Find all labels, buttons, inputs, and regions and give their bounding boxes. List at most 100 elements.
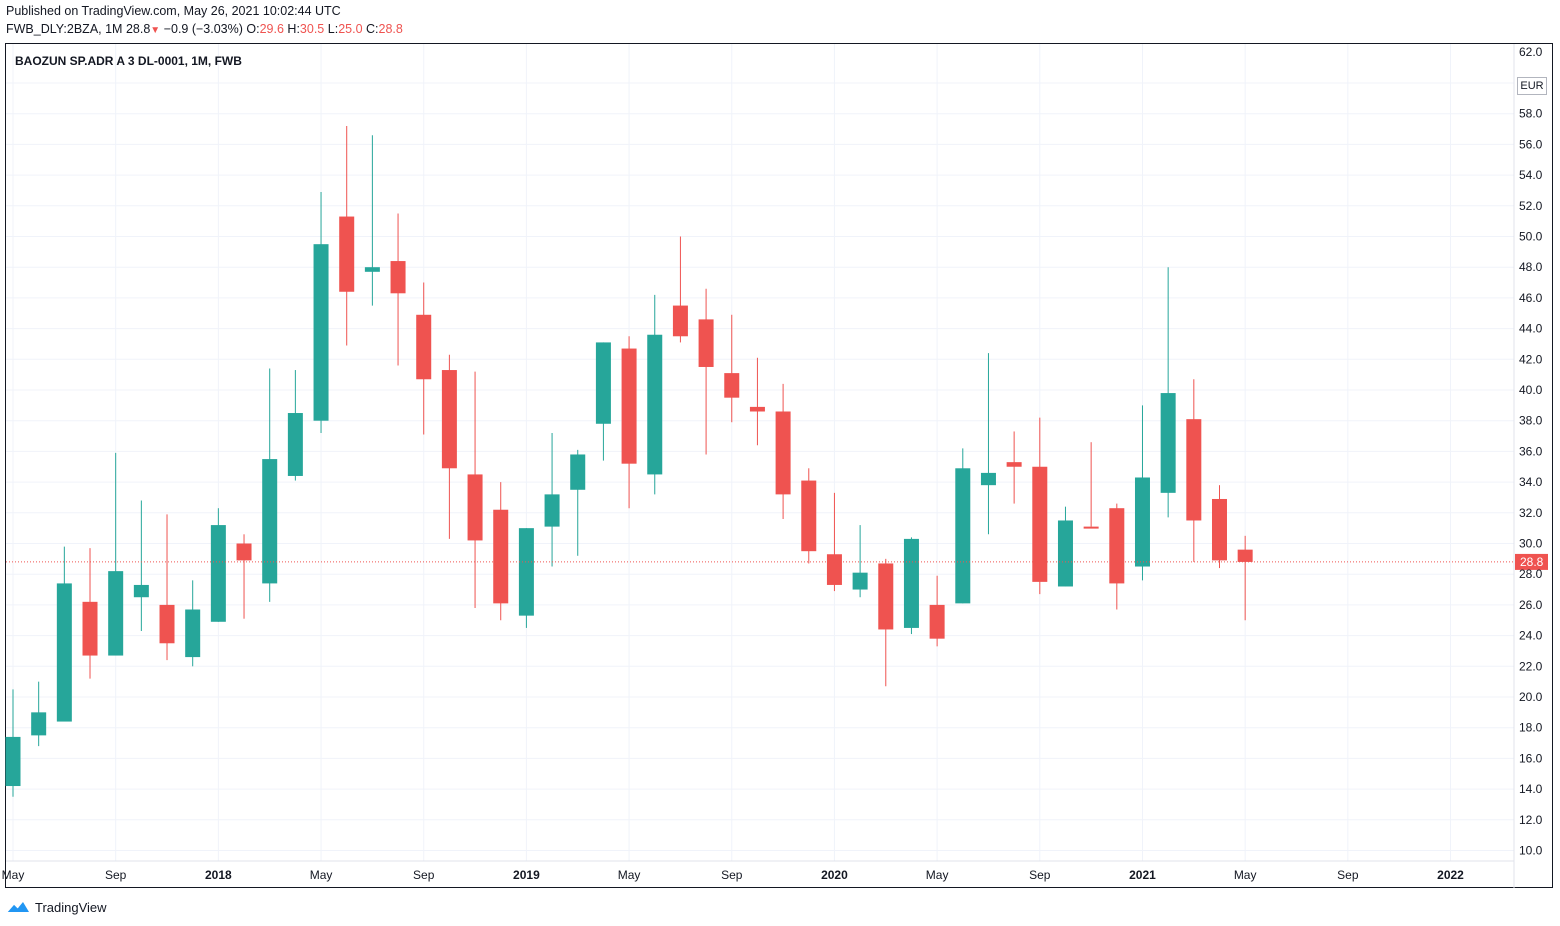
x-tick-label: 2019 [513, 868, 540, 882]
y-tick-label: 44.0 [1519, 322, 1543, 336]
symbol-interval: FWB_DLY:2BZA, 1M [6, 22, 123, 36]
x-tick-label: Sep [105, 868, 127, 882]
candles [5, 125, 1253, 797]
candle [1160, 267, 1176, 518]
brand-name: TradingView [35, 899, 107, 915]
y-tick-label: 46.0 [1519, 291, 1543, 305]
candle-body [801, 480, 817, 552]
candle [801, 468, 817, 564]
candle [390, 213, 406, 366]
candle-body [1134, 477, 1150, 567]
chart-frame[interactable] [5, 43, 1553, 888]
y-tick-label: 22.0 [1519, 659, 1543, 673]
candle-body [647, 334, 663, 475]
candle [1006, 431, 1022, 504]
y-tick-label: 10.0 [1519, 844, 1543, 858]
y-tick-label: 62.0 [1519, 45, 1543, 59]
candle [364, 135, 380, 306]
candle-body [1032, 466, 1048, 582]
candle [775, 383, 791, 519]
y-tick-label: 56.0 [1519, 137, 1543, 151]
last-price-label-bg [1515, 553, 1548, 570]
candle-body [980, 472, 996, 486]
candle [159, 514, 175, 661]
candle [826, 492, 842, 592]
candle [903, 537, 919, 635]
candle [287, 370, 303, 481]
candle [1083, 442, 1099, 529]
ohlc-legend: FWB_DLY:2BZA, 1M 28.8▼ −0.9 (−3.03%) O:2… [6, 22, 403, 36]
y-tick-label: 12.0 [1519, 813, 1543, 827]
y-tick-label: 42.0 [1519, 352, 1543, 366]
candle-body [493, 509, 509, 604]
candle-body [185, 609, 201, 658]
candle-body [1160, 393, 1176, 493]
candle-body [570, 454, 586, 490]
candle-body [1083, 526, 1099, 529]
price-axis[interactable]: 10.0 12.0 14.0 16.0 18.0 20.0 22.0 24.0 26.0 28.0… [1513, 44, 1543, 888]
candle-body [56, 583, 72, 722]
candle-body [698, 319, 714, 367]
candle [724, 314, 740, 423]
last-price: 28.8 [125, 22, 151, 36]
candle [672, 236, 688, 343]
x-tick-label: Sep [413, 868, 435, 882]
y-tick-label: 24.0 [1519, 629, 1543, 643]
candle-body [133, 584, 149, 598]
y-tick-label: 18.0 [1519, 721, 1543, 735]
high-value: 30.5 [299, 22, 325, 36]
candle-body [467, 474, 483, 541]
candle [236, 534, 252, 619]
candle [749, 357, 765, 446]
candle [1057, 506, 1073, 587]
candle-body [929, 604, 945, 639]
time-axis[interactable]: May Sep 2018 May Sep 2019 May Sep 2020 May Sep 2021… [2, 860, 1514, 882]
candle [108, 452, 124, 656]
candle [621, 336, 637, 509]
high-label: H: [287, 22, 300, 36]
candle-body [1211, 498, 1227, 561]
x-tick-label: Sep [721, 868, 743, 882]
candle [262, 368, 278, 602]
candle [647, 294, 663, 495]
candle [595, 342, 611, 461]
down-arrow-icon: ▼ [150, 25, 161, 36]
candle [1237, 535, 1253, 621]
tradingview-brand[interactable]: TradingView [6, 899, 107, 915]
x-tick-label: May [618, 868, 641, 882]
grid-lines [6, 44, 1514, 861]
candle-body [1006, 462, 1022, 467]
candle [1211, 485, 1227, 569]
published-caption: Published on TradingView.com, May 26, 20… [6, 4, 341, 18]
candle-body [955, 468, 971, 604]
candle [1134, 405, 1150, 581]
y-tick-label: 52.0 [1519, 199, 1543, 213]
candle-body [210, 525, 226, 622]
x-tick-label: May [310, 868, 333, 882]
candle [210, 508, 226, 622]
y-tick-label: 28.0 [1519, 567, 1543, 581]
candle-body [236, 543, 252, 561]
candle-body [5, 736, 21, 787]
y-tick-label: 16.0 [1519, 751, 1543, 765]
candle-body [621, 348, 637, 464]
candle [416, 282, 432, 435]
x-tick-label: 2021 [1129, 868, 1156, 882]
candle-body [724, 373, 740, 398]
candle-body [108, 571, 124, 656]
candle-body [544, 494, 560, 527]
candle-body [878, 563, 894, 630]
currency-badge[interactable]: EUR [1517, 77, 1547, 95]
open-label: O: [246, 22, 260, 36]
candle [31, 681, 47, 747]
candle-body [852, 572, 868, 590]
candle-body [262, 459, 278, 584]
candle [133, 500, 149, 631]
y-tick-label: 38.0 [1519, 414, 1543, 428]
y-tick-label: 36.0 [1519, 444, 1543, 458]
candle-body [1237, 549, 1253, 562]
candle-body [82, 601, 98, 656]
y-tick-label: 40.0 [1519, 383, 1543, 397]
candle-body [1109, 508, 1125, 584]
